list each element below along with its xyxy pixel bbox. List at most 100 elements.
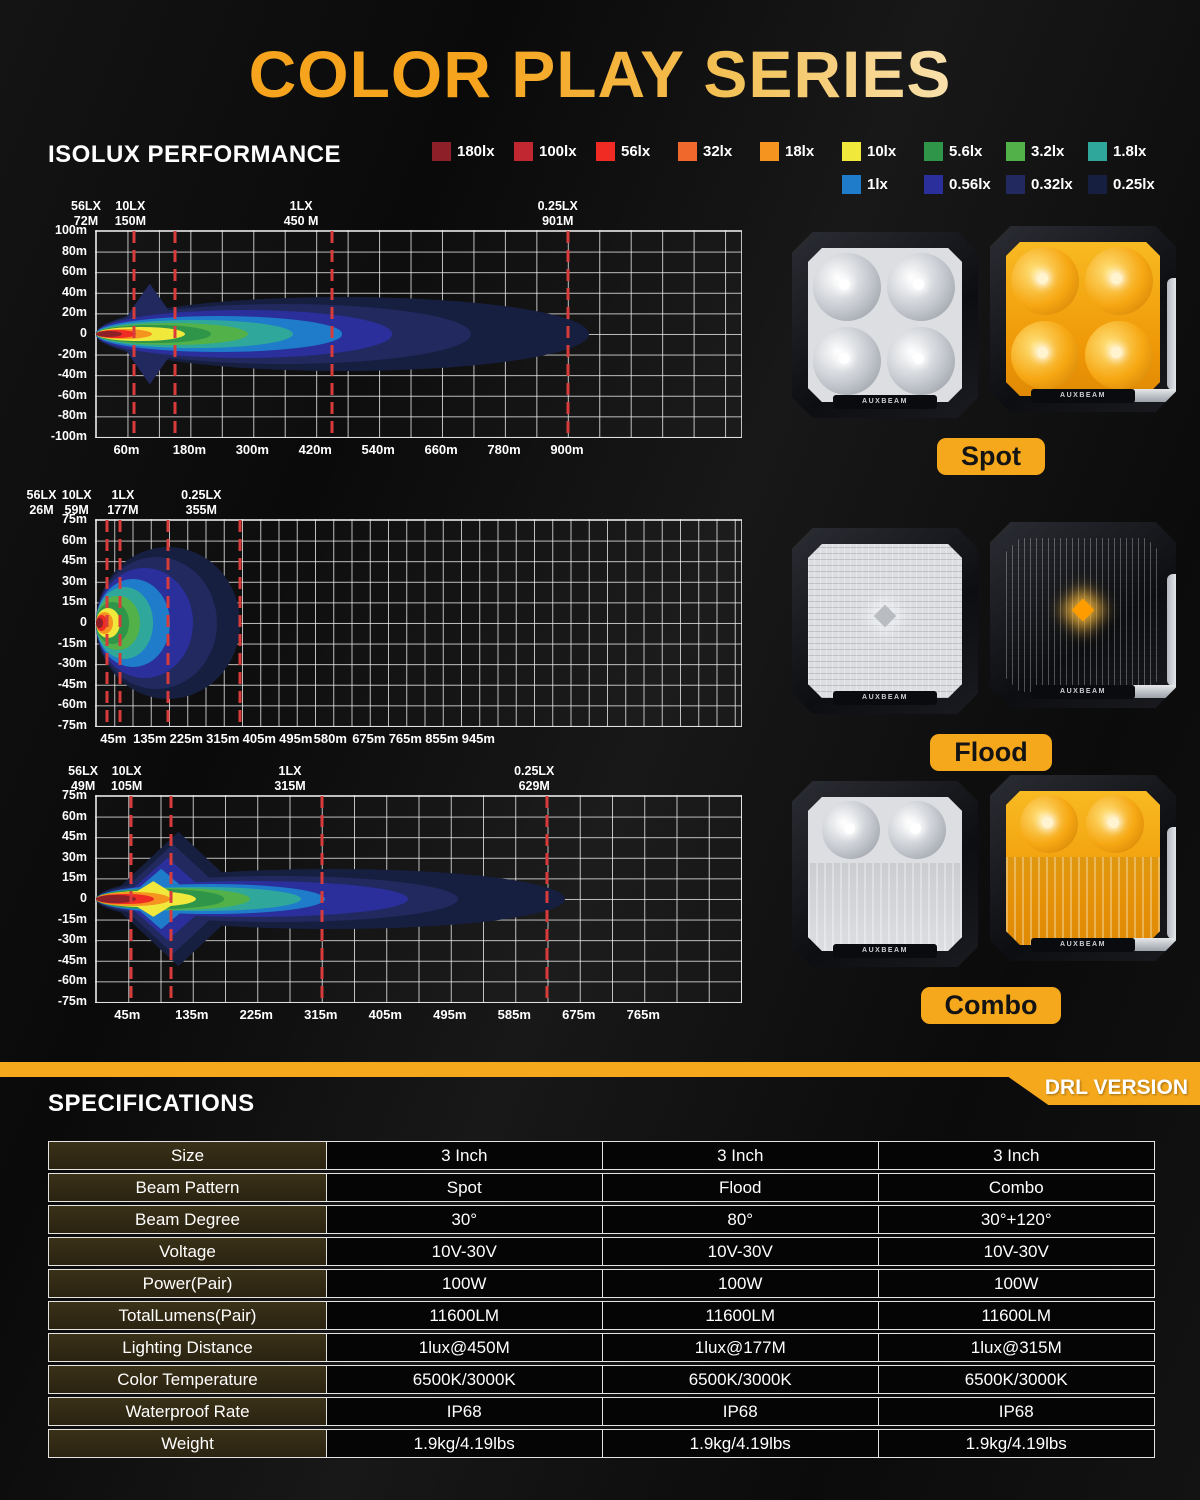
- marker-lux-value: 1LX: [111, 488, 135, 503]
- marker-distance-value: 150M: [114, 213, 146, 228]
- isolux-performance-heading: ISOLUX PERFORMANCE: [48, 141, 342, 168]
- legend-swatch: [1088, 142, 1107, 161]
- marker-lux-value: 0.25LX: [514, 764, 555, 779]
- legend-item: 10lx: [842, 142, 924, 161]
- spec-value-cell: 6500K/3000K: [601, 1365, 879, 1394]
- marker-lux-value: 10LX: [111, 764, 142, 779]
- mount-foot: [1015, 961, 1163, 975]
- x-axis-labels: 45m 135m 225m 315m 405m 495m 585m 675m 765m: [95, 1003, 740, 1025]
- light-pod-amber: AUXBEAM: [990, 522, 1176, 708]
- isolux-chart-spot: 56LX 72M 10LX 150M 1LX 450 M 0.25LX 901M 100m 80m…: [45, 196, 745, 460]
- spec-value-cell: IP68: [877, 1397, 1155, 1426]
- marker-lux-value: 10LX: [61, 488, 92, 503]
- legend-label: 32lx: [703, 143, 733, 160]
- light-pod-amber: AUXBEAM: [990, 226, 1176, 412]
- x-axis-tick-label: 405m: [368, 1007, 402, 1022]
- brand-label: AUXBEAM: [1030, 389, 1136, 403]
- x-axis-tick-label: 180m: [172, 442, 206, 457]
- spec-value-cell: 10V-30V: [325, 1237, 603, 1266]
- pod-lens: [1006, 242, 1160, 396]
- isolux-marker-line: [238, 520, 242, 726]
- beam-type-badge: Spot: [937, 438, 1045, 475]
- marker-lux-value: 1LX: [289, 199, 313, 214]
- legend-swatch: [842, 175, 861, 194]
- marker-lux-value: 1LX: [278, 764, 302, 779]
- legend-item: 1lx: [842, 175, 924, 194]
- x-axis-labels: 45m 135m 225m 315m 405m 495m 580m 675m 765m 855m 9…: [95, 727, 740, 749]
- isolux-marker-label: 10LX 150M: [115, 199, 146, 228]
- spec-value-cell: IP68: [325, 1397, 603, 1426]
- led-reflector: [813, 327, 881, 395]
- x-axis-tick-label: 855m: [425, 731, 459, 746]
- product-image-pair: AUXBEAM AUXBEAM: [792, 520, 1190, 722]
- flood-center-dot: [1071, 599, 1095, 622]
- x-axis-tick-label: 45m: [100, 731, 127, 746]
- legend-swatch: [1006, 142, 1025, 161]
- x-axis-tick-label: 225m: [169, 731, 203, 746]
- led-reflector: [888, 801, 946, 859]
- chart-body: 75m 60m 45m 30m 15m 0 -15m -30m -45m -60m -75m: [45, 512, 745, 732]
- mount-foot: [817, 967, 965, 981]
- light-pod-white: AUXBEAM: [792, 781, 978, 967]
- legend-label: 18lx: [785, 143, 815, 160]
- pod-lens: [1006, 538, 1160, 692]
- y-axis-tick-label: 15m: [61, 594, 87, 609]
- spec-label-cell: TotalLumens(Pair): [48, 1301, 327, 1330]
- spec-table-row: Beam Degree 30° 80° 30°+120°: [48, 1205, 1155, 1234]
- legend-item: 0.56lx: [924, 175, 1006, 194]
- spec-value-cell: Flood: [601, 1173, 879, 1202]
- led-reflector: [1011, 321, 1079, 389]
- x-axis-tick-label: 765m: [626, 1007, 660, 1022]
- spec-value-cell: 11600LM: [325, 1301, 603, 1330]
- legend-swatch: [1088, 175, 1107, 194]
- y-axis-tick-label: -75m: [57, 718, 87, 732]
- accent-stripe: [0, 1062, 1200, 1077]
- x-axis-tick-label: 315m: [304, 1007, 338, 1022]
- y-axis-tick-label: 0: [80, 891, 87, 905]
- spec-value-cell: 1.9kg/4.19lbs: [877, 1429, 1155, 1458]
- spec-table-row: Waterproof Rate IP68 IP68 IP68: [48, 1397, 1155, 1426]
- x-axis-tick-label: 135m: [133, 731, 167, 746]
- legend-swatch: [924, 142, 943, 161]
- y-axis-tick-label: -30m: [57, 656, 87, 671]
- brand-label: AUXBEAM: [832, 395, 938, 409]
- isolux-marker-line: [118, 520, 122, 726]
- isolux-marker-label: 1LX 177M: [107, 488, 138, 517]
- spec-value-cell: 100W: [325, 1269, 603, 1298]
- mount-foot: [817, 714, 965, 728]
- spec-value-cell: 3 Inch: [877, 1141, 1155, 1170]
- spec-label-cell: Voltage: [48, 1237, 327, 1266]
- x-axis-tick-label: 60m: [113, 442, 140, 457]
- isolux-marker-line: [169, 796, 173, 1002]
- x-axis-tick-label: 405m: [242, 731, 276, 746]
- combo-flood-section: [1006, 857, 1160, 945]
- x-axis-tick-label: 225m: [239, 1007, 273, 1022]
- led-reflector: [1086, 795, 1144, 853]
- isolux-marker-label: 0.25LX 355M: [181, 488, 221, 517]
- y-axis-tick-label: 75m: [61, 512, 87, 526]
- flood-center-dot: [873, 605, 897, 628]
- spec-value-cell: 11600LM: [877, 1301, 1155, 1330]
- legend-swatch: [842, 142, 861, 161]
- brand-label: AUXBEAM: [832, 944, 938, 958]
- specifications-heading: SPECIFICATIONS: [48, 1090, 255, 1117]
- x-axis-tick-label: 675m: [352, 731, 386, 746]
- spec-table-row: Color Temperature 6500K/3000K 6500K/3000K 6…: [48, 1365, 1155, 1394]
- pod-lens: [808, 544, 962, 698]
- legend-swatch: [1006, 175, 1025, 194]
- isolux-marker-label: 56LX 49M: [68, 764, 98, 793]
- legend-label: 10lx: [867, 143, 897, 160]
- marker-distance-value: 26M: [29, 502, 54, 517]
- beam-type-badge: Flood: [930, 734, 1052, 771]
- legend-item: 3.2lx: [1006, 142, 1088, 161]
- legend-swatch: [514, 142, 533, 161]
- spec-value-cell: 1lux@315M: [877, 1333, 1155, 1362]
- marker-distance-value: 901M: [542, 213, 574, 228]
- spec-label-cell: Beam Pattern: [48, 1173, 327, 1202]
- marker-distance-value: 49M: [70, 778, 96, 793]
- y-axis-tick-label: 0: [80, 326, 87, 340]
- spec-table-row: Size 3 Inch 3 Inch 3 Inch: [48, 1141, 1155, 1170]
- y-axis-tick-label: 45m: [61, 553, 87, 568]
- legend-item: 100lx: [514, 142, 596, 161]
- mount-foot: [1015, 412, 1163, 426]
